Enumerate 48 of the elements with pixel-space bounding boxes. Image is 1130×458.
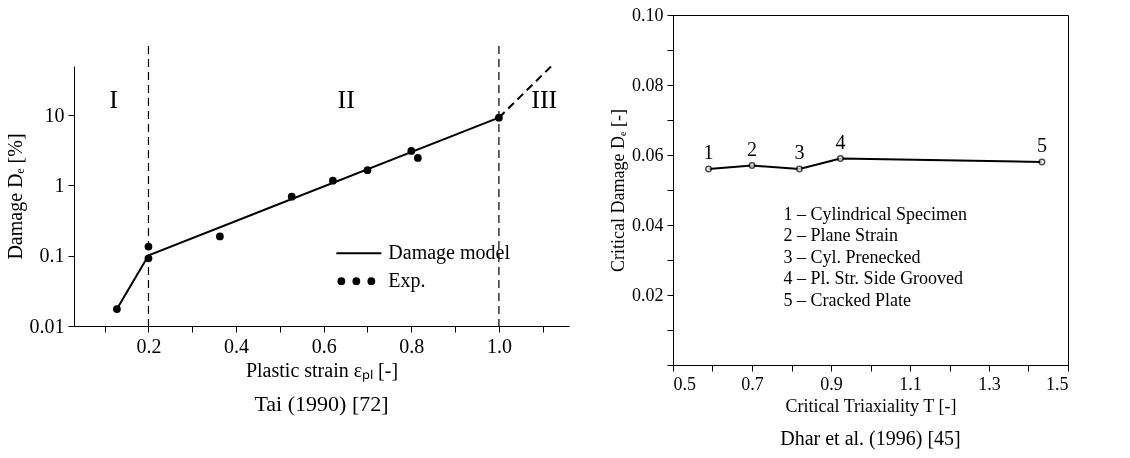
text: Tai (1990) [72] [254, 391, 389, 416]
y-tick-label: 0.04 [632, 214, 664, 235]
x-tick-label: 0.2 [136, 334, 162, 357]
point [287, 192, 296, 201]
annotation: I [109, 84, 118, 114]
x-tick-label: 0.6 [311, 334, 337, 357]
point [363, 166, 372, 174]
annotation: 1 – Cylindrical Specimen [783, 203, 968, 224]
annotation: 4 – Pl. Str. Side Grooved [783, 268, 964, 289]
annotation: 5 [1036, 134, 1047, 156]
x-tick-label: 1.5 [1046, 373, 1069, 394]
y-axis-title: Critical Damage Dₑ [-] [608, 108, 628, 273]
x-tick-label: 0.5 [673, 373, 696, 394]
y-tick-label: 0.1 [39, 244, 65, 267]
annotation: 3 – Cyl. Prenecked [783, 246, 921, 267]
annotation: II [337, 84, 355, 114]
point [414, 154, 422, 162]
y-tick-label: 0.08 [632, 74, 664, 95]
point [216, 232, 224, 241]
legend-label: Damage model [388, 241, 511, 265]
x-tick-label: 0.8 [399, 334, 425, 357]
x-axis-title: Plastic strain εₚₗ [-] [245, 358, 399, 382]
x-tick-label: 1.1 [899, 373, 922, 394]
x-axis-title: Critical Triaxiality T [-] [785, 395, 957, 416]
annotation: 2 [747, 137, 757, 160]
y-axis-title: Damage Dₑ [%] [3, 133, 27, 260]
x-tick-label: 1.0 [486, 334, 512, 357]
annotation: 4 [835, 130, 846, 153]
point [329, 176, 337, 185]
x-tick-label: 0.9 [820, 373, 843, 394]
annotation: III [531, 84, 558, 114]
point [113, 305, 121, 313]
x-tick-label: 0.4 [224, 334, 250, 357]
point [407, 147, 416, 155]
x-tick-label: 1.3 [978, 373, 1001, 394]
y-tick-label: 10 [44, 103, 65, 126]
annotation: 3 [794, 141, 805, 163]
legend-label: Exp. [388, 269, 426, 293]
y-tick-label: 1 [54, 173, 65, 196]
y-tick-label: 0.06 [632, 144, 664, 165]
y-tick-label: 0.02 [632, 284, 664, 305]
annotation: 1 [703, 141, 714, 163]
x-tick-label: 0.7 [741, 373, 764, 394]
y-tick-label: 0.01 [29, 314, 65, 337]
annotation: 5 – Cracked Plate [783, 289, 912, 310]
text: Dhar et al. (1996) [45] [780, 427, 961, 450]
annotation: 2 – Plane Strain [783, 225, 899, 246]
y-tick-label: 0.10 [632, 4, 664, 25]
